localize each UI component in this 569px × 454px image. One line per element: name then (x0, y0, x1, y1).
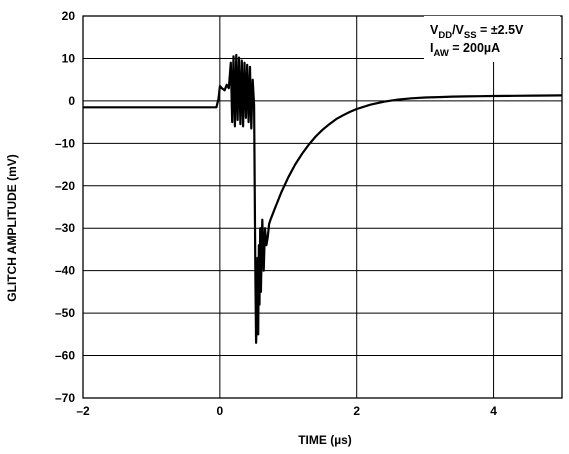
y-tick-label: 20 (62, 9, 76, 23)
plot-frame (82, 15, 563, 399)
x-tick-label: 2 (353, 404, 360, 418)
annotation-current: IAW = 200µA (430, 41, 500, 59)
y-tick-label: –50 (55, 306, 75, 320)
annotation-supply: VDD/VSS = ±2.5V (430, 23, 524, 41)
x-tick-label: 4 (490, 404, 497, 418)
x-axis-title: TIME (µs) (298, 433, 352, 447)
x-tick-labels: –2 0 2 4 (76, 404, 497, 418)
x-tick-label: –2 (76, 404, 90, 418)
series-line (83, 53, 563, 344)
y-tick-label: –40 (55, 264, 75, 278)
y-tick-label: 10 (62, 51, 76, 65)
y-tick-label: –10 (55, 136, 75, 150)
y-tick-label: 0 (68, 94, 75, 108)
grid-lines (82, 15, 562, 399)
y-tick-label: –60 (55, 349, 75, 363)
y-tick-label: –30 (55, 221, 75, 235)
y-tick-label: –20 (55, 179, 75, 193)
x-tick-label: 0 (217, 404, 224, 418)
y-tick-label: –70 (55, 391, 75, 405)
annotation-background (424, 16, 560, 62)
y-tick-labels: 20 10 0 –10 –20 –30 –40 –50 –60 –70 (55, 9, 75, 405)
y-axis-title: GLITCH AMPLITUDE (mV) (5, 154, 19, 302)
